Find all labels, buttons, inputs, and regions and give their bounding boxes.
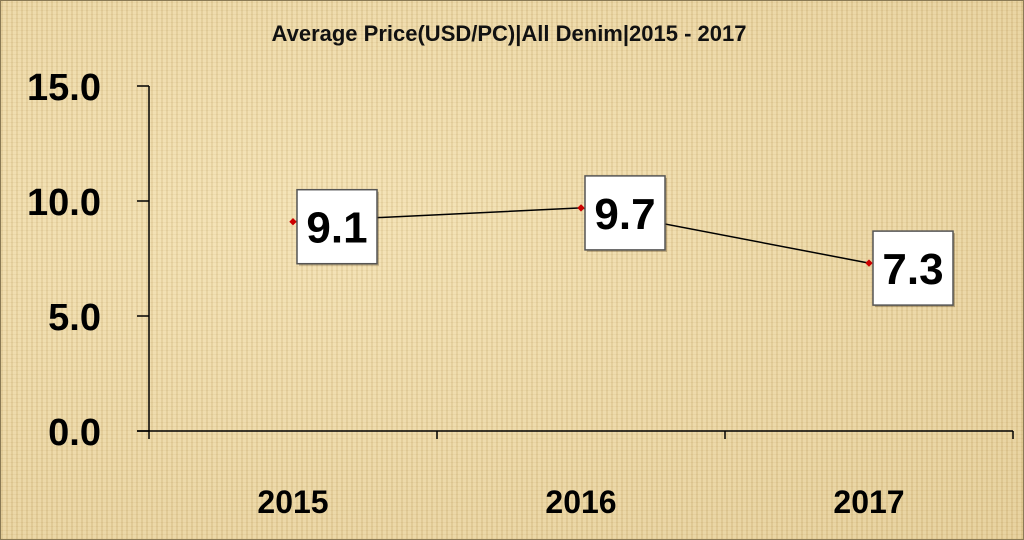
x-tick-label: 2017 [833, 484, 904, 520]
data-label-box [584, 175, 666, 251]
y-tick-label: 15.0 [27, 67, 101, 109]
data-label: 9.1 [306, 204, 367, 253]
x-tick-label: 2015 [257, 484, 328, 520]
data-label: 7.3 [882, 245, 943, 294]
chart-title: Average Price(USD/PC)|All Denim|2015 - 2… [272, 21, 747, 46]
y-axis-ticks: 0.0 5.0 10.0 15.0 [27, 67, 149, 454]
data-label-box [296, 188, 378, 265]
x-tick-label: 2016 [545, 484, 616, 520]
data-point-marker [289, 217, 297, 226]
data-label-box [872, 230, 954, 306]
y-tick-label: 5.0 [48, 297, 101, 339]
series-line [292, 207, 870, 264]
x-axis-ticks: 2015 2016 2017 [148, 431, 1014, 520]
y-tick-label: 0.0 [48, 412, 101, 454]
data-point-marker [865, 259, 873, 267]
data-label: 9.7 [594, 190, 655, 239]
data-point-marker [577, 204, 585, 212]
series-group [289, 204, 873, 267]
y-tick-label: 10.0 [27, 182, 101, 224]
data-labels-group: 9.1 9.7 7.3 [296, 175, 955, 308]
